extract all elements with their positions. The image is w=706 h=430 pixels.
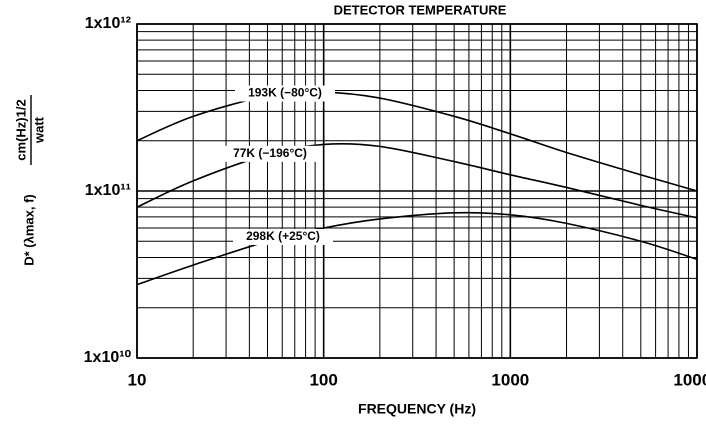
series-label: 193K (−80°C) [248, 86, 322, 100]
label-bg [233, 228, 333, 245]
y-tick-label: 1x10¹⁰ [84, 349, 132, 366]
series-label: 298K (+25°C) [246, 229, 320, 243]
x-tick-label: 100 [309, 370, 337, 389]
label-bg [220, 145, 320, 162]
label-bg [235, 85, 335, 102]
y-tick-label: 1x10¹¹ [85, 182, 131, 199]
y-label-main: D* (λmax, f) [21, 194, 36, 266]
x-axis-label: FREQUENCY (Hz) [358, 401, 476, 417]
curve [136, 142, 698, 219]
curve [136, 91, 698, 192]
chart-title: DETECTOR TEMPERATURE [334, 2, 507, 17]
curve [136, 211, 698, 286]
y-axis-label: D* (λmax, f) cm(Hz)1/2 watt [13, 95, 46, 266]
y-tick-label: 1x10¹² [85, 15, 131, 32]
y-label-denominator: watt [31, 116, 46, 144]
x-tick-label: 10000 [673, 370, 706, 389]
x-tick-label: 1000 [491, 370, 529, 389]
x-tick-label: 10 [128, 370, 147, 389]
series-label: 77K (−196°C) [233, 146, 307, 160]
y-label-numerator: cm(Hz)1/2 [13, 99, 28, 160]
